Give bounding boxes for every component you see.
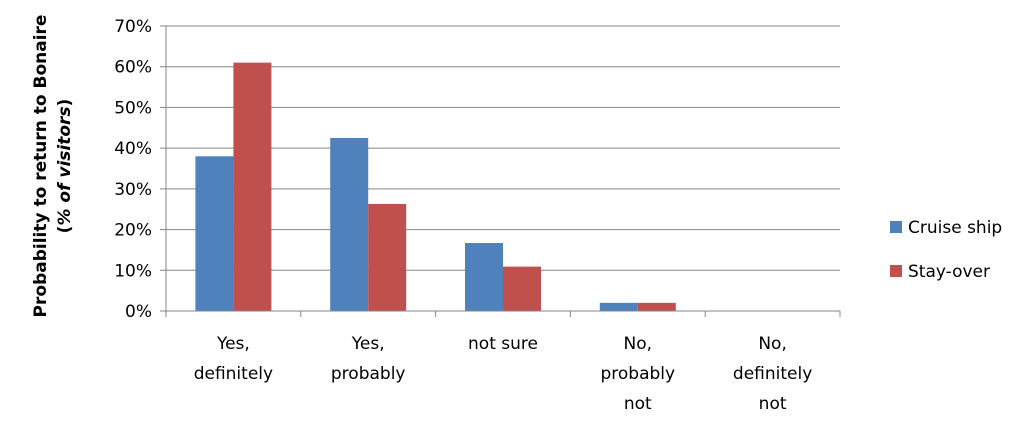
legend-label-cruise-ship: Cruise ship xyxy=(908,218,1002,238)
legend-swatch-stay-over xyxy=(890,265,902,277)
gridlines xyxy=(166,25,840,271)
legend: Cruise ship Stay-over xyxy=(890,218,1002,282)
y-tick-label: 40% xyxy=(114,139,152,159)
x-category-label: probably xyxy=(601,364,676,384)
y-axis-title-paren-close: ) xyxy=(55,99,75,107)
bar-stay-over-0 xyxy=(233,62,272,312)
y-tick-label: 60% xyxy=(114,58,152,78)
bar-cruise-ship-2 xyxy=(465,243,503,311)
x-category-label: Yes, xyxy=(351,334,385,354)
y-axis-title: Probability to return to Bonaire (% of v… xyxy=(31,15,75,318)
x-category-label: definitely xyxy=(194,364,273,384)
x-category-label: No, xyxy=(624,334,653,354)
y-tick-label: 0% xyxy=(125,302,152,322)
y-tick-label: 30% xyxy=(114,180,152,200)
x-category-label: not xyxy=(624,394,652,414)
bars xyxy=(195,62,676,312)
y-axis-title-paren-open: ( xyxy=(55,226,75,234)
legend-swatch-cruise-ship xyxy=(890,221,902,233)
y-tick-label: 70% xyxy=(114,17,152,37)
x-tick-labels: Yes, definitely Yes, probably not sure No, pro… xyxy=(165,311,841,414)
x-category-label: No, xyxy=(758,334,787,354)
y-tick-label: 20% xyxy=(114,221,152,241)
bar-stay-over-3 xyxy=(637,302,676,311)
axes xyxy=(165,26,840,312)
legend-label-stay-over: Stay-over xyxy=(908,262,990,282)
y-tick-label: 50% xyxy=(114,98,152,118)
y-axis-title-line2: (% of visitors) xyxy=(55,99,75,234)
bar-cruise-ship-1 xyxy=(330,137,369,311)
y-tick-label: 10% xyxy=(114,261,152,281)
x-category-label: not sure xyxy=(468,334,538,354)
bar-stay-over-2 xyxy=(503,266,541,311)
y-axis-title-line1: Probability to return to Bonaire xyxy=(31,15,51,318)
x-category-label: not xyxy=(759,394,787,414)
y-axis-title-italic: % of visitors xyxy=(55,106,75,225)
x-category-label: definitely xyxy=(733,364,812,384)
bar-stay-over-1 xyxy=(368,203,407,311)
bar-cruise-ship-3 xyxy=(599,302,638,311)
bar-cruise-ship-0 xyxy=(195,156,234,311)
y-tick-labels: 0% 10% 20% 30% 40% 50% 60% 70% xyxy=(114,17,166,322)
x-category-label: Yes, xyxy=(216,334,250,354)
x-category-label: probably xyxy=(331,364,406,384)
